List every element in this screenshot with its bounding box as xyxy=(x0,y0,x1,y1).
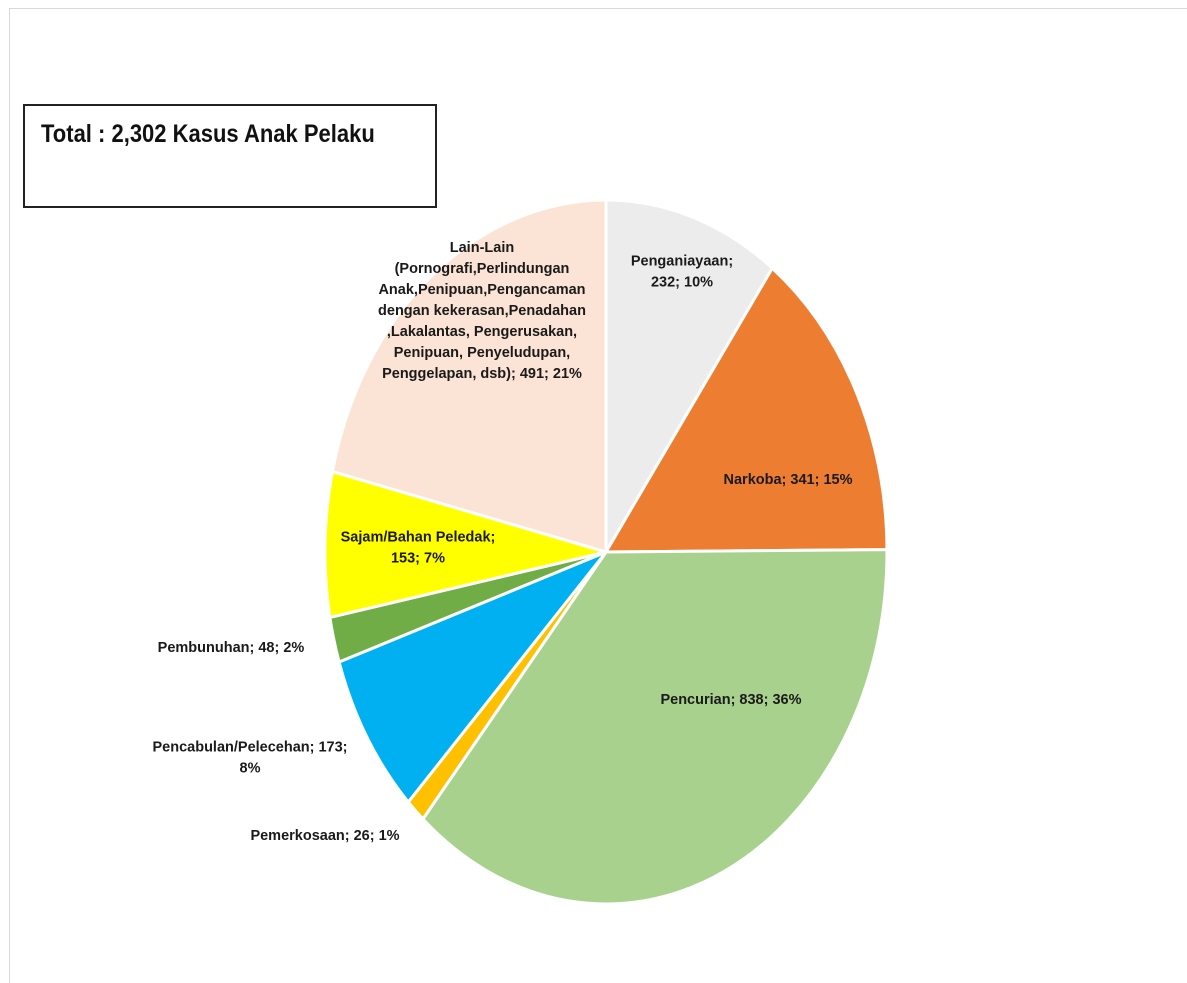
pie-slice-lain-lain xyxy=(330,198,608,554)
data-label-line: Pencabulan/Pelecehan; 173; xyxy=(152,740,347,756)
data-label-pencurian: Pencurian; 838; 36% xyxy=(660,692,801,708)
data-label-line: Sajam/Bahan Peledak; xyxy=(341,530,496,546)
total-label: Total : 2,302 Kasus Anak Pelaku xyxy=(41,120,375,148)
data-label-line: Penganiayaan; xyxy=(631,254,733,270)
data-label-pembunuhan: Pembunuhan; 48; 2% xyxy=(158,640,305,656)
data-label-line: 153; 7% xyxy=(391,551,445,567)
pie-slice-sajam xyxy=(323,470,608,619)
data-label-line: ,Lakalantas, Pengerusakan, xyxy=(387,324,577,340)
data-label-pemerkosaan: Pemerkosaan; 26; 1% xyxy=(250,828,399,844)
data-label-penganiayaan: Penganiayaan; 232; 10% xyxy=(631,254,733,291)
data-label-line: Pembunuhan; 48; 2% xyxy=(158,640,305,656)
chart-frame xyxy=(9,8,1187,983)
data-label-line: Pencurian; 838; 36% xyxy=(660,692,801,708)
data-label-narkoba: Narkoba; 341; 15% xyxy=(724,472,853,488)
pie-slice-pencabulan xyxy=(337,550,608,804)
data-label-line: Penipuan, Penyeludupan, xyxy=(394,345,570,361)
data-label-line: (Pornografi,Perlindungan xyxy=(395,261,570,277)
total-box: Total : 2,302 Kasus Anak Pelaku xyxy=(23,104,437,208)
data-label-line: 232; 10% xyxy=(651,275,713,291)
data-label-line: Narkoba; 341; 15% xyxy=(724,472,853,488)
data-label-line: Penggelapan, dsb); 491; 21% xyxy=(382,366,582,382)
pie-slice-penganiayaan xyxy=(604,198,774,554)
data-label-pencabulan: Pencabulan/Pelecehan; 173; 8% xyxy=(152,740,347,777)
data-label-lain-lain: Lain-Lain (Pornografi,Perlindungan Anak,Pe… xyxy=(378,240,586,382)
pie-slice-narkoba xyxy=(604,266,889,554)
data-label-line: dengan kekerasan,Penadahan xyxy=(378,303,586,319)
data-label-line: Lain-Lain xyxy=(450,240,514,256)
data-label-line: Pemerkosaan; 26; 1% xyxy=(250,828,399,844)
pie-labels: Penganiayaan; 232; 10% Narkoba; 341; 15% Pe… xyxy=(152,240,852,844)
data-label-sajam: Sajam/Bahan Peledak; 153; 7% xyxy=(341,530,496,567)
pie-slice-pencurian xyxy=(421,548,889,906)
pie-slices xyxy=(323,198,889,906)
data-label-line: 8% xyxy=(240,761,261,777)
data-label-line: Anak,Penipuan,Pengancaman xyxy=(378,282,585,298)
